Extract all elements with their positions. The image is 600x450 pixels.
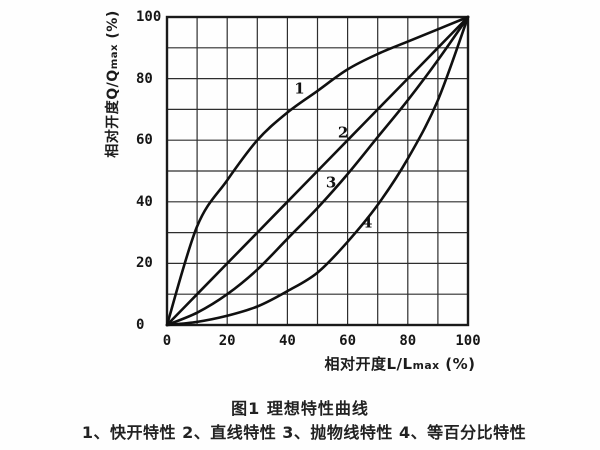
x-tick-label-100: 100 [455, 333, 481, 349]
curve-label-3: 3 [325, 173, 337, 192]
x-axis-label-text: 相对开度L/L [324, 355, 413, 373]
y-tick-label-40: 40 [136, 193, 153, 210]
plot-border [165, 15, 470, 327]
x-tick-label-20: 20 [218, 333, 236, 349]
y-tick-label-60: 60 [136, 132, 153, 149]
curve-2-直线特性 [165, 15, 470, 327]
curve-label-4: 4 [361, 213, 373, 232]
curve-1-快开特性 [165, 15, 470, 327]
x-axis-label: 相对开度L/Lmax (%) [324, 353, 475, 374]
y-axis-label-subscript: max [109, 43, 120, 70]
y-axis-label: 相对开度Q/Qmax (%) [102, 10, 122, 157]
y-tick-label-100: 100 [136, 9, 162, 25]
y-axis-label-text: 相对开度Q/Q [105, 69, 121, 158]
y-tick-label-80: 80 [136, 70, 153, 87]
x-tick-label-40: 40 [278, 333, 296, 349]
figure-legend: 1、快开特性 2、直线特性 3、抛物线特性 4、等百分比特性 [81, 423, 527, 442]
y-tick-label-0: 0 [136, 317, 145, 333]
curve-3-抛物线特性 [165, 15, 470, 327]
figure-caption: 图1 理想特性曲线 [231, 399, 369, 418]
x-tick-label-60: 60 [339, 333, 357, 349]
y-axis-label-unit: (%) [105, 10, 121, 44]
x-tick-label-0: 0 [162, 333, 172, 349]
x-axis-label-subscript: max [412, 359, 440, 372]
y-tick-label-20: 20 [136, 255, 153, 272]
curve-4-等百分比特性 [165, 15, 470, 327]
curve-label-1: 1 [294, 79, 305, 98]
curve-label-2: 2 [337, 123, 349, 141]
x-tick-label-80: 80 [399, 333, 417, 349]
x-axis-label-unit: (%) [439, 355, 476, 373]
